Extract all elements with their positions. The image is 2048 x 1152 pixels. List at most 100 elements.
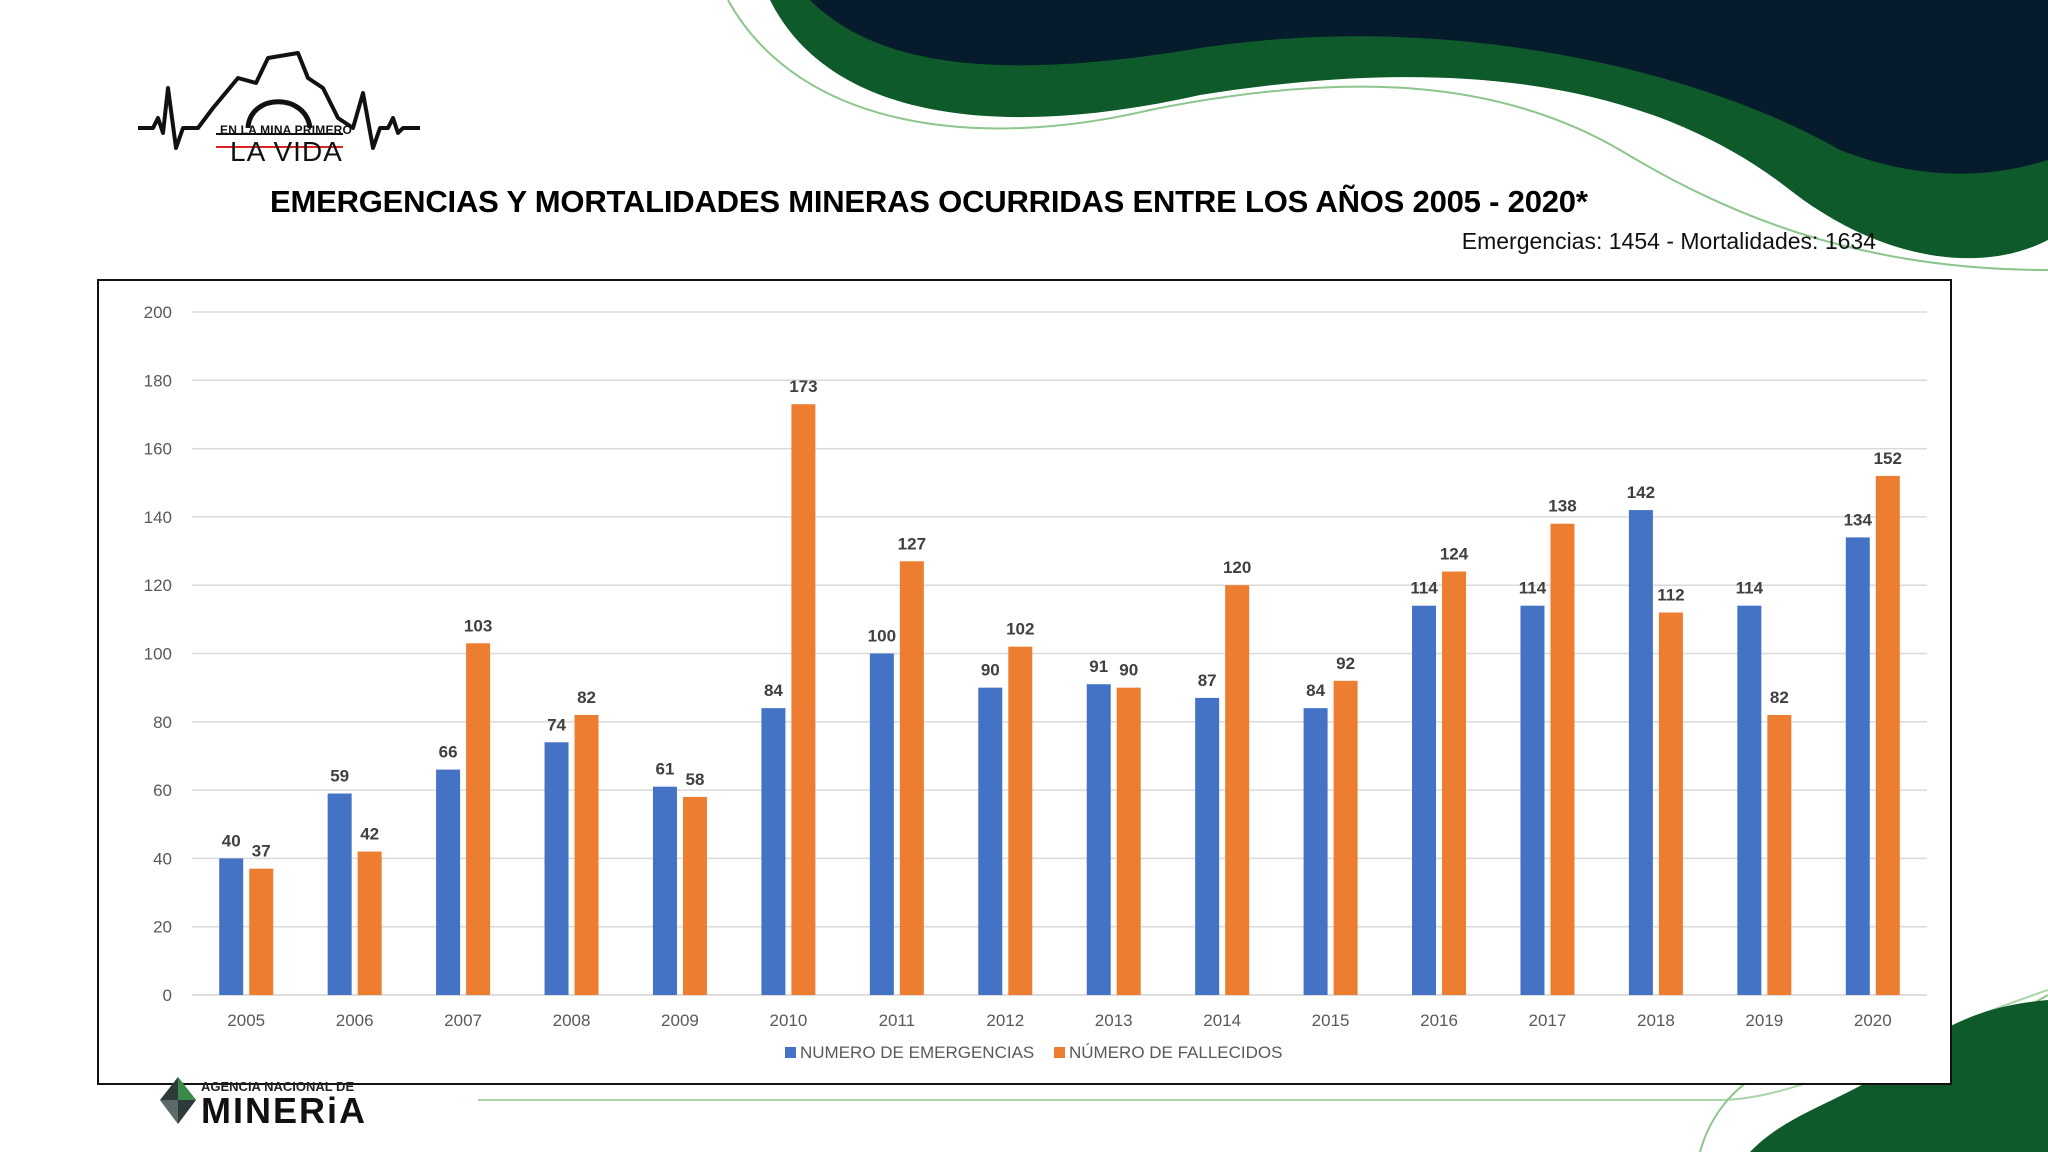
data-label: 100 [868,627,896,646]
top-light-line [727,0,2048,271]
legend-label: NUMERO DE EMERGENCIAS [800,1043,1034,1062]
bar [1116,687,1141,995]
bars: 40 37 59 42 66 103 74 82 61 58 84 173 100 127 90 102 91 9… [219,377,1902,995]
data-label: 124 [1440,545,1469,564]
y-tick-label: 140 [144,508,172,527]
bar [466,643,491,995]
y-tick-label: 120 [144,576,172,595]
bar [1303,708,1328,995]
y-tick-label: 40 [153,849,172,868]
data-label: 138 [1548,497,1576,516]
data-label: 40 [222,831,241,850]
agency-name-line2: MINERiA [201,1090,367,1131]
bar [544,742,569,995]
x-tick-label: 2012 [986,1011,1024,1030]
agency-logo [160,1077,196,1124]
bar [1086,684,1111,995]
y-tick-label: 60 [153,781,172,800]
bar [249,868,274,995]
bar [1412,605,1437,995]
bar [1658,612,1683,995]
x-tick-label: 2008 [553,1011,591,1030]
bar [761,708,786,995]
y-axis-ticks: 0 20 40 60 80 100 120 140 160 180 200 [144,303,172,1005]
bar [791,404,816,995]
bar [869,653,894,995]
x-tick-label: 2006 [336,1011,374,1030]
y-tick-label: 180 [144,371,172,390]
data-label: 74 [547,715,566,734]
data-label: 142 [1627,483,1655,502]
data-label: 87 [1198,671,1217,690]
bar [1442,571,1467,995]
data-label: 42 [360,825,379,844]
data-label: 92 [1336,654,1355,673]
y-tick-label: 200 [144,303,172,322]
x-tick-label: 2020 [1854,1011,1892,1030]
bar [978,687,1003,995]
bar [436,769,461,995]
bar [219,858,244,995]
x-tick-label: 2013 [1095,1011,1133,1030]
data-label: 152 [1874,449,1902,468]
legend: NUMERO DE EMERGENCIAS NÚMERO DE FALLECIDO… [785,1043,1283,1062]
data-label: 114 [1519,579,1547,598]
data-label: 66 [439,743,458,762]
data-label: 90 [981,661,1000,680]
x-tick-label: 2014 [1203,1011,1241,1030]
x-tick-label: 2017 [1529,1011,1567,1030]
bar [652,786,677,995]
y-tick-label: 0 [163,986,172,1005]
data-label: 91 [1089,657,1108,676]
logo-heartbeat-mountain [138,51,420,150]
page-subtitle: Emergencias: 1454 - Mortalidades: 1634 [1461,228,1876,254]
data-label: 58 [686,770,705,789]
data-label: 37 [252,842,271,861]
bar [574,714,599,995]
data-label: 134 [1844,510,1873,529]
bar [1845,537,1870,995]
x-tick-label: 2019 [1745,1011,1783,1030]
logo-name: LA VIDA [230,136,343,167]
data-label: 114 [1410,579,1438,598]
data-label: 90 [1119,661,1138,680]
x-axis-ticks: 2005 2006 2007 2008 2009 2010 2011 2012 2013 2014… [227,1011,1891,1030]
y-tick-label: 20 [153,918,172,937]
data-label: 173 [789,377,817,396]
x-tick-label: 2011 [879,1011,916,1030]
heartbeat-icon [138,51,420,150]
x-tick-label: 2005 [227,1011,265,1030]
y-tick-label: 160 [144,440,172,459]
data-label: 114 [1736,579,1764,598]
bar [1875,475,1900,995]
bar [327,793,352,995]
bar [1225,585,1250,995]
data-label: 112 [1657,586,1684,605]
bar [1008,646,1033,995]
data-label: 84 [764,681,783,700]
legend-label: NÚMERO DE FALLECIDOS [1069,1043,1283,1062]
bar [899,561,924,995]
y-tick-label: 100 [144,645,172,664]
legend-swatch [1054,1047,1065,1058]
bar [1550,523,1575,995]
logo-tagline: EN LA MINA PRIMERO [220,123,353,137]
data-label: 84 [1306,681,1325,700]
x-tick-label: 2010 [769,1011,807,1030]
top-navy-wave [810,0,2048,174]
data-label: 59 [330,767,349,786]
tunnel-arch-icon [245,99,313,129]
x-tick-label: 2016 [1420,1011,1458,1030]
data-label: 82 [1770,688,1789,707]
data-label: 120 [1223,558,1251,577]
agency-name-line1: AGENCIA NACIONAL DE [201,1079,355,1094]
x-tick-label: 2015 [1312,1011,1350,1030]
data-label: 103 [464,616,492,635]
data-label: 127 [898,534,926,553]
bar [1628,510,1653,995]
bar [1333,680,1358,995]
data-label: 102 [1006,620,1034,639]
data-label: 61 [656,760,675,779]
bar [1767,714,1792,995]
bar [682,796,707,995]
